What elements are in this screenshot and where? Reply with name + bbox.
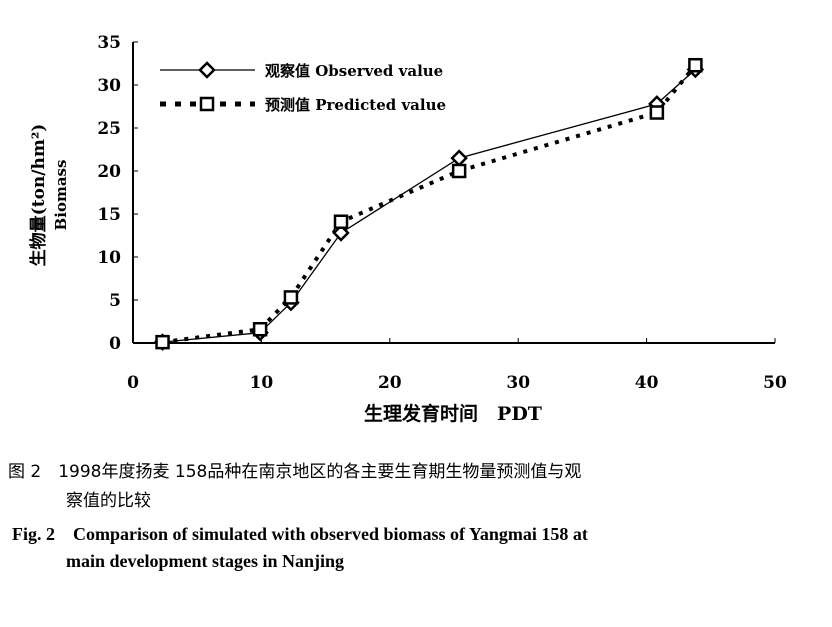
y-tick-label: 10 (97, 248, 121, 268)
y-tick-label: 15 (97, 205, 121, 225)
legend-label: 预测值 Predicted value (265, 96, 446, 114)
legend-label: 观察值 Observed value (265, 62, 443, 80)
caption-en-line1: Fig. 2 Comparison of simulated with obse… (12, 524, 588, 544)
y-tick-label: 5 (109, 291, 121, 311)
observed-point (332, 224, 350, 242)
legend-diamond-icon (198, 61, 216, 79)
caption-en-line2: main development stages in Nanjing (66, 551, 345, 571)
x-tick-label: 0 (127, 373, 139, 393)
caption-cn-line2: 察值的比较 (66, 491, 151, 511)
predicted-point (283, 290, 299, 305)
caption-cn-line1: 图 2 1998年度扬麦 158品种在南京地区的各主要生育期生物量预测值与观 (8, 462, 582, 482)
predicted-point (688, 57, 703, 73)
predicted-point (649, 105, 665, 120)
y-tick-label: 35 (97, 33, 121, 53)
predicted-point (155, 334, 170, 350)
x-tick-label: 40 (635, 373, 659, 393)
predicted-point (451, 163, 467, 179)
y-tick-label: 25 (97, 119, 121, 139)
y-tick-label: 30 (97, 76, 121, 96)
y-tick-label: 0 (109, 334, 121, 354)
x-tick-label: 10 (250, 373, 274, 393)
observed-point (450, 149, 468, 167)
x-tick-label: 30 (506, 373, 530, 393)
x-axis-label: 生理发育时间 PDT (364, 402, 542, 425)
predicted-point (333, 214, 349, 229)
y-axis-label-cn: 生物量(ton/hm²) (28, 124, 49, 267)
biomass-chart: 0 10 20 30 40 50 0 5 10 15 20 25 30 35 生理发育时间 PDT 生物量(t… (28, 33, 787, 425)
x-tick-label: 50 (763, 373, 787, 393)
legend-square-icon (199, 96, 215, 112)
y-axis-label-en: Biomass (52, 160, 70, 231)
predicted-point (252, 321, 268, 337)
x-tick-label: 20 (378, 373, 402, 393)
y-tick-label: 20 (97, 162, 121, 182)
